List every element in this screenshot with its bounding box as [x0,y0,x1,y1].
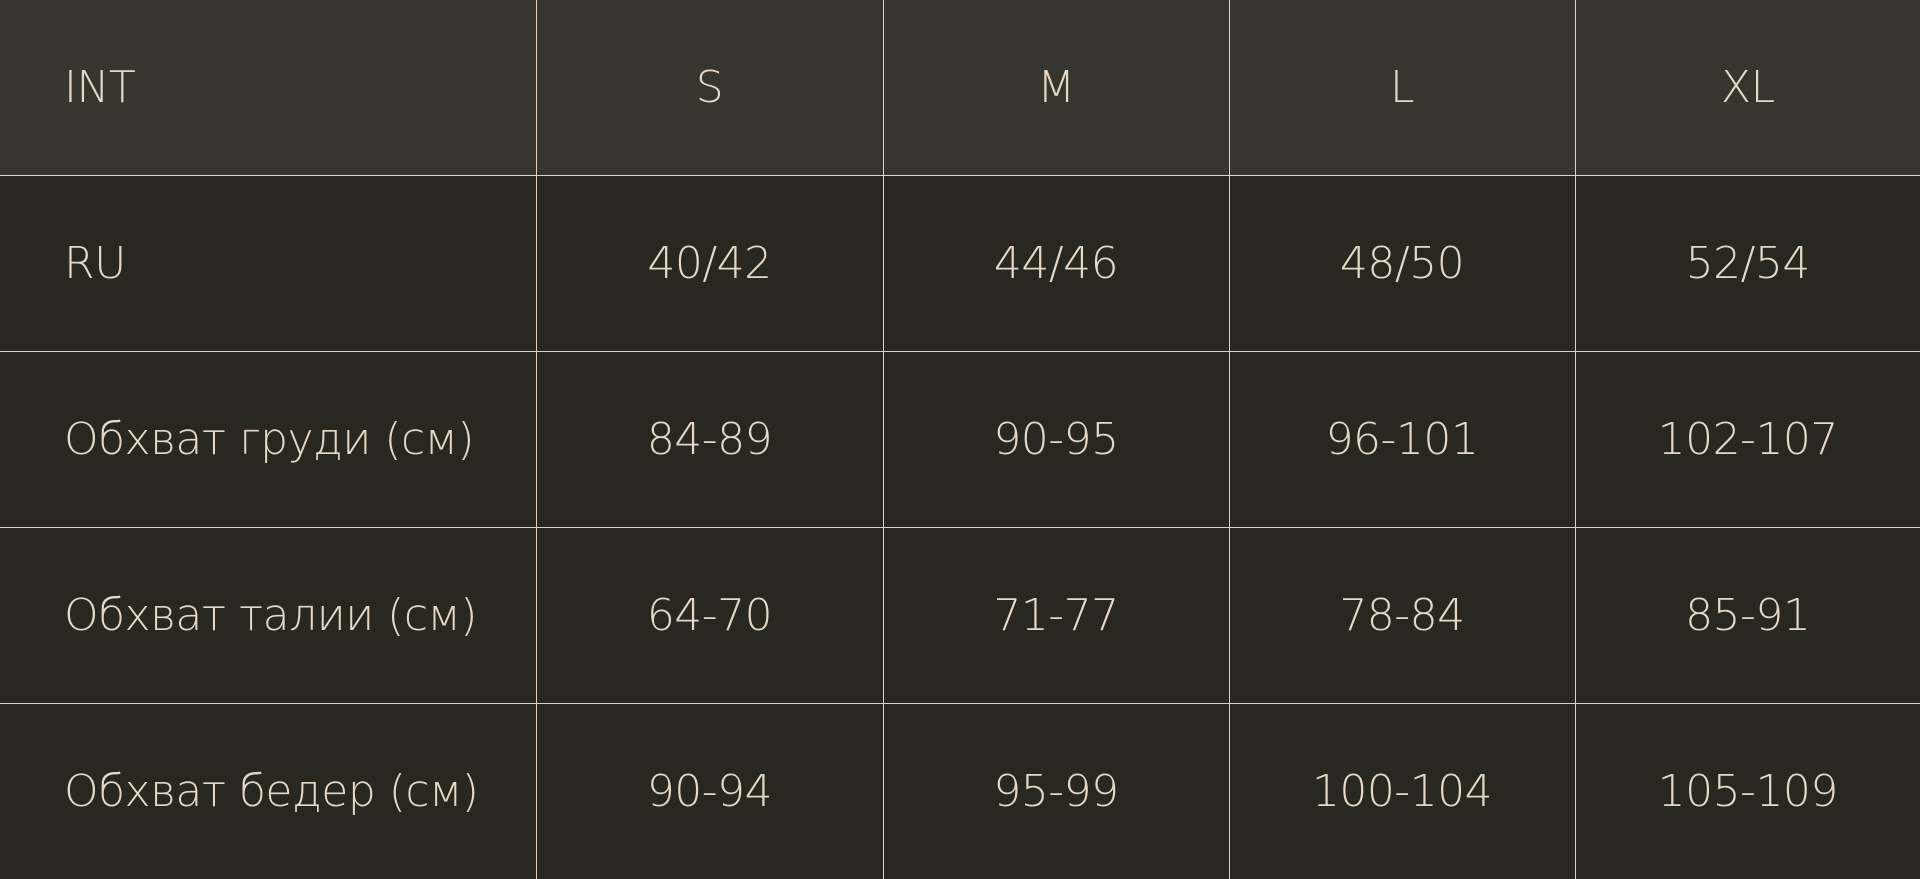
row-label: RU [0,176,536,352]
row-label: Обхват груди (см) [0,352,536,528]
table-cell: 78-84 [1229,528,1575,704]
table-cell: 85-91 [1575,528,1920,704]
table-cell: 52/54 [1575,176,1920,352]
header-cell-xl: XL [1575,0,1920,176]
table-cell: 100-104 [1229,704,1575,879]
table-cell: 84-89 [536,352,883,528]
table-row: RU 40/42 44/46 48/50 52/54 [0,176,1920,352]
header-cell-int: INT [0,0,536,176]
table-cell: 71-77 [883,528,1229,704]
table-row: Обхват талии (см) 64-70 71-77 78-84 85-9… [0,528,1920,704]
table-cell: 90-94 [536,704,883,879]
header-cell-l: L [1229,0,1575,176]
header-cell-m: M [883,0,1229,176]
table-row: Обхват груди (см) 84-89 90-95 96-101 102… [0,352,1920,528]
table-cell: 90-95 [883,352,1229,528]
table-cell: 95-99 [883,704,1229,879]
header-row: INT S M L XL [0,0,1920,176]
row-label: Обхват бедер (см) [0,704,536,879]
table-cell: 48/50 [1229,176,1575,352]
table-cell: 96-101 [1229,352,1575,528]
table-row: Обхват бедер (см) 90-94 95-99 100-104 10… [0,704,1920,879]
table-cell: 44/46 [883,176,1229,352]
table-cell: 40/42 [536,176,883,352]
table-cell: 102-107 [1575,352,1920,528]
table-cell: 64-70 [536,528,883,704]
header-cell-s: S [536,0,883,176]
table-cell: 105-109 [1575,704,1920,879]
row-label: Обхват талии (см) [0,528,536,704]
